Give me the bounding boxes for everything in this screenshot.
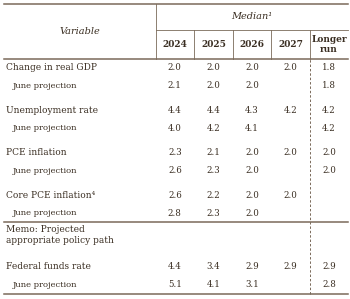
Text: 2.0: 2.0 bbox=[322, 148, 336, 157]
Text: Variable: Variable bbox=[60, 27, 100, 36]
Text: 2.0: 2.0 bbox=[245, 63, 259, 72]
Text: 4.3: 4.3 bbox=[245, 106, 259, 115]
Text: Longer
run: Longer run bbox=[311, 35, 347, 54]
Text: 2026: 2026 bbox=[239, 40, 264, 49]
Text: 2.0: 2.0 bbox=[284, 190, 298, 199]
Text: 2.0: 2.0 bbox=[245, 209, 259, 218]
Text: 2.3: 2.3 bbox=[206, 209, 220, 218]
Text: 2.1: 2.1 bbox=[168, 81, 182, 90]
Text: 2.3: 2.3 bbox=[168, 148, 182, 157]
Text: 2.8: 2.8 bbox=[168, 209, 182, 218]
Text: 2.6: 2.6 bbox=[168, 166, 182, 175]
Text: June projection: June projection bbox=[13, 124, 77, 132]
Text: June projection: June projection bbox=[13, 280, 77, 289]
Text: 4.4: 4.4 bbox=[168, 106, 182, 115]
Text: 2.0: 2.0 bbox=[168, 63, 182, 72]
Text: June projection: June projection bbox=[13, 209, 77, 217]
Text: 2025: 2025 bbox=[201, 40, 226, 49]
Text: 4.2: 4.2 bbox=[322, 124, 336, 133]
Text: 2.2: 2.2 bbox=[206, 190, 220, 199]
Text: 2.6: 2.6 bbox=[168, 190, 182, 199]
Text: 2.9: 2.9 bbox=[245, 262, 259, 271]
Text: 1.8: 1.8 bbox=[322, 63, 336, 72]
Text: 4.2: 4.2 bbox=[322, 106, 336, 115]
Text: 3.4: 3.4 bbox=[206, 262, 220, 271]
Text: Federal funds rate: Federal funds rate bbox=[6, 262, 91, 271]
Text: Median¹: Median¹ bbox=[231, 12, 273, 21]
Text: 1.8: 1.8 bbox=[322, 81, 336, 90]
Text: 2.0: 2.0 bbox=[284, 63, 298, 72]
Text: PCE inflation: PCE inflation bbox=[6, 148, 66, 157]
Text: 2.0: 2.0 bbox=[245, 81, 259, 90]
Text: 2.3: 2.3 bbox=[206, 166, 220, 175]
Text: 2027: 2027 bbox=[278, 40, 303, 49]
Text: 2.0: 2.0 bbox=[245, 190, 259, 199]
Text: 2.1: 2.1 bbox=[206, 148, 220, 157]
Text: 3.1: 3.1 bbox=[245, 280, 259, 289]
Text: 4.0: 4.0 bbox=[168, 124, 182, 133]
Text: 4.1: 4.1 bbox=[245, 124, 259, 133]
Text: 2.0: 2.0 bbox=[322, 166, 336, 175]
Text: 4.2: 4.2 bbox=[206, 124, 220, 133]
Text: 2.0: 2.0 bbox=[206, 81, 220, 90]
Text: 2.0: 2.0 bbox=[284, 148, 298, 157]
Text: Memo: Projected
appropriate policy path: Memo: Projected appropriate policy path bbox=[6, 225, 114, 245]
Text: 2.9: 2.9 bbox=[284, 262, 297, 271]
Text: 2.0: 2.0 bbox=[245, 166, 259, 175]
Text: 2.8: 2.8 bbox=[322, 280, 336, 289]
Text: Change in real GDP: Change in real GDP bbox=[6, 63, 97, 72]
Text: 2024: 2024 bbox=[162, 40, 187, 49]
Text: 2.9: 2.9 bbox=[322, 262, 336, 271]
Text: 4.2: 4.2 bbox=[284, 106, 297, 115]
Text: June projection: June projection bbox=[13, 82, 77, 90]
Text: 2.0: 2.0 bbox=[245, 148, 259, 157]
Text: 5.1: 5.1 bbox=[168, 280, 182, 289]
Text: 4.4: 4.4 bbox=[168, 262, 182, 271]
Text: 4.1: 4.1 bbox=[206, 280, 220, 289]
Text: 2.0: 2.0 bbox=[206, 63, 220, 72]
Text: 4.4: 4.4 bbox=[206, 106, 220, 115]
Text: Core PCE inflation⁴: Core PCE inflation⁴ bbox=[6, 190, 95, 199]
Text: Unemployment rate: Unemployment rate bbox=[6, 106, 98, 115]
Text: June projection: June projection bbox=[13, 167, 77, 175]
